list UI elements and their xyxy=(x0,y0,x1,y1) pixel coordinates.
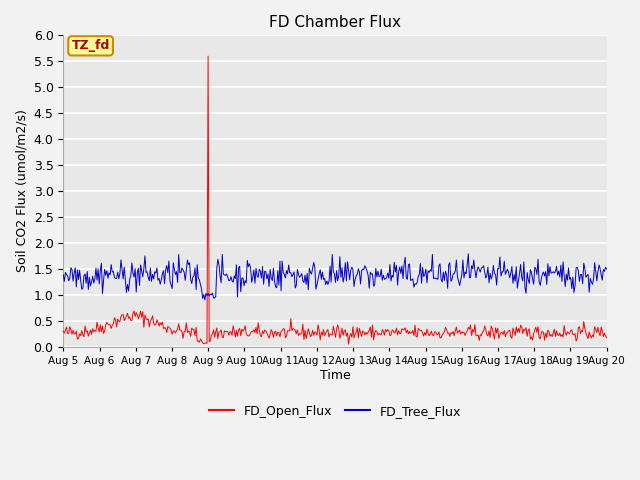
X-axis label: Time: Time xyxy=(319,369,350,382)
Y-axis label: Soil CO2 Flux (umol/m2/s): Soil CO2 Flux (umol/m2/s) xyxy=(15,109,28,273)
Legend: FD_Open_Flux, FD_Tree_Flux: FD_Open_Flux, FD_Tree_Flux xyxy=(204,400,466,423)
Text: TZ_fd: TZ_fd xyxy=(72,39,110,52)
Title: FD Chamber Flux: FD Chamber Flux xyxy=(269,15,401,30)
